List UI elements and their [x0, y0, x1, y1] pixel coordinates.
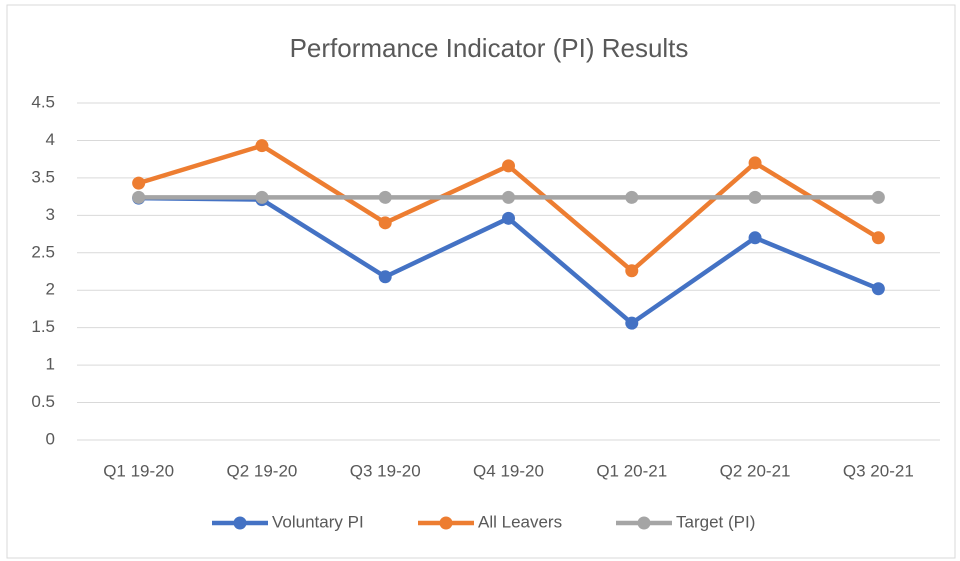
x-tick-label: Q4 19-20 [473, 461, 544, 480]
data-point [132, 176, 146, 190]
y-tick-label: 2 [46, 280, 55, 299]
legend-marker [637, 516, 651, 530]
data-point [871, 282, 885, 296]
data-point [625, 264, 639, 278]
data-point [748, 156, 762, 170]
data-point [871, 190, 885, 204]
x-tick-label: Q3 19-20 [350, 461, 421, 480]
y-tick-label: 0 [46, 429, 55, 448]
legend-marker [439, 516, 453, 530]
legend-label: All Leavers [478, 512, 562, 531]
data-point [255, 139, 269, 153]
y-tick-label: 0.5 [31, 392, 55, 411]
y-tick-label: 1 [46, 355, 55, 374]
data-point [378, 190, 392, 204]
chart-frame [6, 4, 956, 559]
y-tick-label: 3 [46, 205, 55, 224]
data-point [378, 216, 392, 230]
x-tick-label: Q1 19-20 [103, 461, 174, 480]
data-point [502, 159, 515, 173]
y-tick-label: 2.5 [31, 242, 55, 261]
data-point [748, 231, 762, 245]
data-point [132, 190, 146, 204]
data-point [502, 190, 515, 204]
legend-marker [233, 516, 247, 530]
data-point [502, 211, 515, 225]
y-tick-label: 3.5 [31, 167, 55, 186]
x-tick-label: Q1 20-21 [596, 461, 667, 480]
y-tick-label: 4 [46, 130, 55, 149]
data-point [625, 190, 639, 204]
data-point [378, 270, 392, 284]
y-tick-label: 1.5 [31, 317, 55, 336]
x-tick-label: Q3 20-21 [843, 461, 914, 480]
x-tick-label: Q2 19-20 [226, 461, 297, 480]
data-point [748, 190, 762, 204]
data-point [255, 190, 269, 204]
y-tick-label: 4.5 [31, 92, 55, 111]
chart-title: Performance Indicator (PI) Results [290, 33, 689, 63]
x-tick-label: Q2 20-21 [720, 461, 791, 480]
data-point [625, 316, 639, 330]
legend-label: Target (PI) [676, 512, 755, 531]
data-point [871, 231, 885, 245]
legend-label: Voluntary PI [272, 512, 364, 531]
